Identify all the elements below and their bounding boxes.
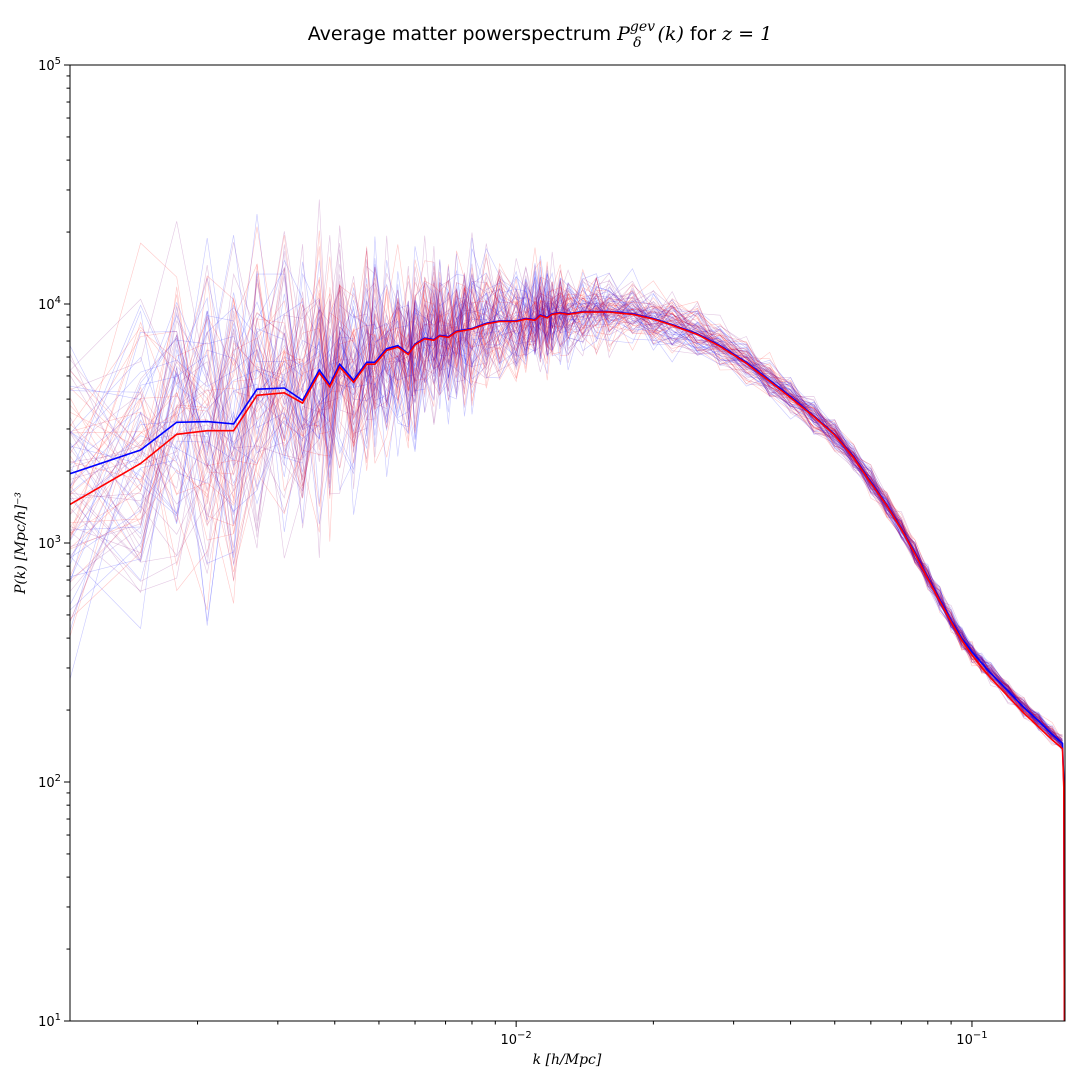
realization-line — [70, 281, 1063, 747]
realization-line — [70, 264, 1063, 745]
realization-line — [70, 278, 1063, 748]
realization-line — [70, 264, 1063, 744]
realization-line — [70, 275, 1063, 743]
realization-line — [70, 278, 1063, 749]
realization-line — [70, 244, 1063, 744]
realization-line — [70, 264, 1063, 740]
realization-line — [70, 276, 1063, 747]
realization-line — [70, 234, 1063, 750]
y-tick-label: 103 — [38, 534, 61, 552]
realization-lines — [70, 199, 1063, 753]
realization-line — [70, 276, 1063, 752]
realization-line — [70, 232, 1063, 746]
y-axis: 101 102 103 104 105 — [38, 56, 70, 1030]
chart-title: Average matter powerspectrum Pgev δ (k) fo… — [308, 19, 772, 51]
realization-line — [70, 266, 1063, 741]
realization-line — [70, 260, 1063, 748]
realization-line — [70, 267, 1063, 743]
y-tick-label: 101 — [38, 1012, 61, 1030]
realization-line — [70, 273, 1063, 745]
y-tick-label: 104 — [38, 295, 61, 313]
realization-line — [70, 267, 1063, 746]
realization-line — [70, 247, 1063, 746]
realization-line — [70, 199, 1063, 747]
realization-line — [70, 236, 1063, 741]
realization-line — [70, 280, 1063, 744]
realization-line — [70, 276, 1063, 741]
realization-line — [70, 279, 1063, 749]
realization-line — [70, 273, 1063, 745]
mean-line-2 — [70, 311, 1065, 1021]
realization-line — [70, 242, 1063, 742]
realization-line — [70, 271, 1063, 742]
realization-line — [70, 281, 1063, 741]
realization-line — [70, 265, 1063, 753]
realization-line — [70, 261, 1063, 743]
realization-line — [70, 235, 1063, 744]
x-axis-label: k [h/Mpc] — [533, 1052, 602, 1068]
realization-line — [70, 246, 1063, 737]
realization-line — [70, 270, 1063, 739]
realization-line — [70, 251, 1063, 750]
realization-line — [70, 279, 1063, 749]
realization-line — [70, 285, 1063, 744]
realization-line — [70, 221, 1063, 746]
realization-line — [70, 235, 1063, 748]
y-tick-label: 105 — [38, 56, 61, 74]
realization-line — [70, 278, 1063, 743]
realization-line — [70, 292, 1063, 745]
realization-line — [70, 246, 1063, 743]
y-axis-label: P(k) [Mpc/h]⁻³ — [13, 492, 29, 595]
realization-line — [70, 271, 1063, 742]
realization-line — [70, 256, 1063, 747]
realization-line — [70, 237, 1063, 742]
realization-line — [70, 262, 1063, 750]
x-tick-label: 10−1 — [956, 1030, 987, 1048]
realization-line — [70, 259, 1063, 741]
realization-line — [70, 263, 1063, 738]
y-tick-label: 102 — [38, 773, 61, 791]
realization-line — [70, 213, 1063, 746]
realization-line — [70, 267, 1063, 746]
x-axis: 10−2 10−1 — [197, 1021, 988, 1048]
realization-line — [70, 270, 1063, 744]
realization-line — [70, 287, 1063, 743]
x-tick-label: 10−2 — [501, 1030, 532, 1048]
mean-lines — [70, 310, 1065, 1021]
